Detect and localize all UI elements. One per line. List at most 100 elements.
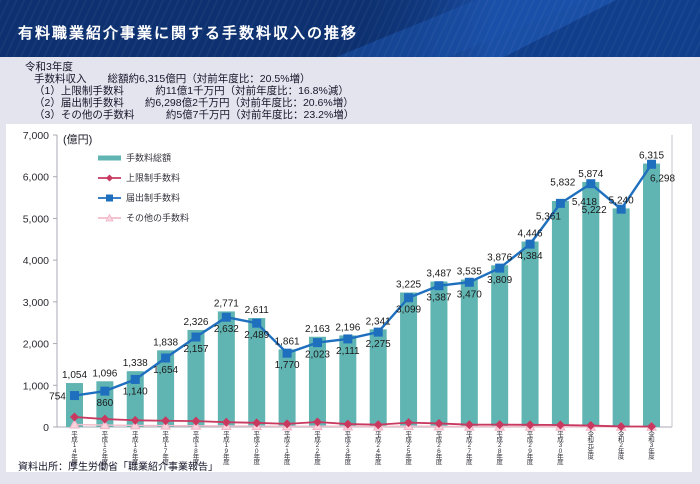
y-tick-label: 7,000 xyxy=(23,130,49,142)
notified-value-label: 1,654 xyxy=(153,365,178,376)
total-value-label: 5,874 xyxy=(578,169,603,180)
cap-fee-marker xyxy=(252,418,262,428)
total-value-label: 2,326 xyxy=(183,317,208,328)
cap-fee-marker xyxy=(312,417,322,427)
total-value-label: 3,876 xyxy=(487,252,512,263)
x-tick-label: 平成 1 8 年度 xyxy=(193,430,200,466)
x-tick-label: 平成 1 5 年度 xyxy=(102,430,109,466)
notified-fee-marker xyxy=(312,338,322,348)
legend-square-icon xyxy=(106,194,113,202)
legend-label: 手数料総額 xyxy=(126,152,171,163)
cap-fee-marker xyxy=(647,422,657,432)
bar xyxy=(248,318,266,427)
bar xyxy=(308,336,326,427)
summary-line-total: 手数料収入 総額約6,315億円（対前年度比：20.5%増） xyxy=(34,72,311,85)
notified-fee-marker xyxy=(434,281,444,291)
series-line xyxy=(74,163,653,397)
bar xyxy=(369,329,387,427)
y-tick-label: 6,000 xyxy=(23,172,49,184)
notified-value-label: 3,387 xyxy=(426,293,451,304)
title-banner xyxy=(0,0,700,57)
total-value-label: 1,861 xyxy=(275,336,300,347)
notified-value-label: 3,470 xyxy=(457,289,482,300)
cap-fee-marker xyxy=(616,421,626,431)
notified-fee-marker xyxy=(282,348,292,358)
total-value-label: 2,771 xyxy=(214,298,239,309)
x-tick-label: 平成 1 7 年度 xyxy=(162,430,169,466)
total-value-label: 5,240 xyxy=(609,195,634,206)
summary-line-jougen: （1）上限制手数料 約11億1千万円（対前年度比：16.8%減） xyxy=(34,84,349,97)
notified-fee-marker xyxy=(647,159,657,169)
total-value-label: 5,418 xyxy=(572,197,597,208)
notified-fee-marker xyxy=(373,327,383,337)
notified-value-label: 2,632 xyxy=(214,324,239,335)
y-tick-label: 4,000 xyxy=(23,255,49,267)
cap-fee-marker xyxy=(100,414,110,424)
bar xyxy=(339,335,357,427)
x-tick-label: 令和 3 年度 xyxy=(648,429,655,460)
cap-fee-marker xyxy=(555,420,565,430)
cap-fee-marker xyxy=(282,419,292,429)
bar xyxy=(157,350,175,427)
notified-value-label: 3,099 xyxy=(396,305,421,316)
total-value-label: 3,535 xyxy=(457,267,482,278)
notified-value-label: 4,384 xyxy=(518,251,543,262)
total-value-label: 2,196 xyxy=(335,322,360,333)
bar xyxy=(491,265,509,427)
notified-fee-marker xyxy=(221,312,231,322)
notified-value-label: 1,140 xyxy=(123,386,148,397)
cap-fee-marker xyxy=(434,418,444,428)
x-tick-label: 平成 1 9 年度 xyxy=(223,430,230,466)
summary-year-label: 令和3年度 xyxy=(25,61,73,73)
summary-block: 令和3年度 手数料収入 総額約6,315億円（対前年度比：20.5%増） （1）上限… xyxy=(25,61,585,122)
bar xyxy=(582,181,600,427)
x-tick-label: 平成 2 9 年度 xyxy=(527,430,534,466)
x-tick-label: 平成 2 3 年度 xyxy=(345,430,352,466)
notified-fee-marker xyxy=(343,334,353,344)
bar xyxy=(521,241,539,427)
notified-fee-marker xyxy=(70,391,79,401)
legend-label: 届出制手数料 xyxy=(126,192,180,203)
legend-item xyxy=(98,213,121,222)
cap-fee-marker xyxy=(586,421,596,431)
y-tick-label: 0 xyxy=(43,422,49,434)
total-value-label: 4,446 xyxy=(518,229,543,240)
bar xyxy=(460,279,478,427)
notified-fee-marker xyxy=(161,353,171,363)
notified-value-label: 2,023 xyxy=(305,350,330,361)
bar xyxy=(126,371,144,427)
x-tick-label: 平成 2 7 年度 xyxy=(466,430,473,466)
bar xyxy=(400,292,418,427)
total-value-label: 2,341 xyxy=(366,316,391,327)
x-tick-label: 平成 2 0 年度 xyxy=(253,430,260,466)
notified-value-label: 2,111 xyxy=(336,346,360,357)
cap-fee-marker xyxy=(343,419,353,429)
chart-panel: 0 1,000 2,000 3,000 4,000 5,000 6,000 7,000 (億円)… xyxy=(6,124,692,472)
x-tick-label: 平成 2 4 年度 xyxy=(375,430,382,466)
x-tick-label: 平成 2 5 年度 xyxy=(405,430,412,466)
notified-value-label: 2,489 xyxy=(244,330,269,341)
notified-value-label: 6,298 xyxy=(650,173,675,184)
notified-fee-marker xyxy=(191,332,201,342)
cap-fee-marker xyxy=(404,418,414,428)
cap-fee-marker xyxy=(495,420,505,430)
notified-fee-marker xyxy=(100,386,110,396)
bar xyxy=(278,349,296,427)
notified-fee-marker xyxy=(495,263,505,273)
other-fee-marker xyxy=(99,419,111,430)
notified-fee-marker xyxy=(404,293,414,303)
total-value-label: 1,096 xyxy=(92,368,117,379)
notified-value-label: 754 xyxy=(49,392,66,403)
notified-value-label: 3,809 xyxy=(487,275,512,286)
notified-fee-marker xyxy=(616,204,626,214)
total-value-label: 2,163 xyxy=(305,324,330,335)
total-value-label: 1,838 xyxy=(153,337,178,348)
notified-value-label: 5,832 xyxy=(550,178,575,189)
notified-value-label: 2,275 xyxy=(366,339,391,350)
legend-triangle-icon xyxy=(105,213,114,222)
summary-line-todokede: （2）届出制手数料 約6,298億2千万円（対前年度比：20.6%増） xyxy=(34,96,354,109)
x-tick-label: 平成 3 0 年度 xyxy=(557,430,564,466)
notified-value-label: 5,222 xyxy=(582,205,607,216)
legend-label: 上限制手数料 xyxy=(126,172,180,183)
x-tick-label: 平成 1 4 年度 xyxy=(71,430,78,466)
